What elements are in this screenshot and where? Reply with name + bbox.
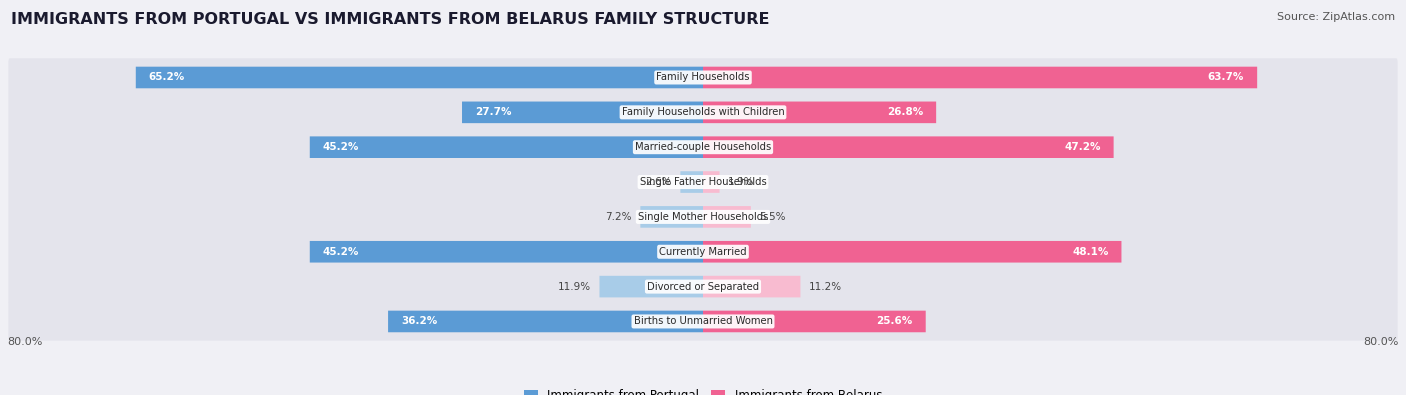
Text: Single Father Households: Single Father Households	[640, 177, 766, 187]
Text: Married-couple Households: Married-couple Households	[636, 142, 770, 152]
FancyBboxPatch shape	[8, 163, 1398, 201]
Text: 26.8%: 26.8%	[887, 107, 924, 117]
FancyBboxPatch shape	[463, 102, 703, 123]
Text: Currently Married: Currently Married	[659, 247, 747, 257]
Text: Births to Unmarried Women: Births to Unmarried Women	[634, 316, 772, 326]
Text: 45.2%: 45.2%	[323, 142, 359, 152]
Text: 2.6%: 2.6%	[645, 177, 672, 187]
Text: IMMIGRANTS FROM PORTUGAL VS IMMIGRANTS FROM BELARUS FAMILY STRUCTURE: IMMIGRANTS FROM PORTUGAL VS IMMIGRANTS F…	[11, 12, 769, 27]
FancyBboxPatch shape	[703, 310, 925, 332]
Text: Family Households: Family Households	[657, 73, 749, 83]
Text: 36.2%: 36.2%	[401, 316, 437, 326]
FancyBboxPatch shape	[309, 136, 703, 158]
FancyBboxPatch shape	[8, 233, 1398, 271]
Text: 11.2%: 11.2%	[808, 282, 842, 292]
FancyBboxPatch shape	[703, 171, 720, 193]
Text: Single Mother Households: Single Mother Households	[638, 212, 768, 222]
FancyBboxPatch shape	[8, 267, 1398, 306]
FancyBboxPatch shape	[136, 67, 703, 88]
FancyBboxPatch shape	[703, 136, 1114, 158]
Text: 27.7%: 27.7%	[475, 107, 512, 117]
FancyBboxPatch shape	[8, 198, 1398, 236]
Text: 11.9%: 11.9%	[558, 282, 591, 292]
Text: 47.2%: 47.2%	[1064, 142, 1101, 152]
FancyBboxPatch shape	[8, 93, 1398, 132]
FancyBboxPatch shape	[703, 241, 1122, 263]
Text: 48.1%: 48.1%	[1071, 247, 1108, 257]
FancyBboxPatch shape	[703, 276, 800, 297]
Text: Source: ZipAtlas.com: Source: ZipAtlas.com	[1277, 12, 1395, 22]
Text: Family Households with Children: Family Households with Children	[621, 107, 785, 117]
Text: 7.2%: 7.2%	[605, 212, 631, 222]
Text: 80.0%: 80.0%	[7, 337, 42, 346]
Legend: Immigrants from Portugal, Immigrants from Belarus: Immigrants from Portugal, Immigrants fro…	[519, 384, 887, 395]
FancyBboxPatch shape	[681, 171, 703, 193]
FancyBboxPatch shape	[388, 310, 703, 332]
FancyBboxPatch shape	[599, 276, 703, 297]
FancyBboxPatch shape	[309, 241, 703, 263]
FancyBboxPatch shape	[703, 102, 936, 123]
Text: 63.7%: 63.7%	[1208, 73, 1244, 83]
Text: 65.2%: 65.2%	[149, 73, 186, 83]
Text: 25.6%: 25.6%	[876, 316, 912, 326]
Text: 45.2%: 45.2%	[323, 247, 359, 257]
FancyBboxPatch shape	[8, 128, 1398, 166]
FancyBboxPatch shape	[703, 67, 1257, 88]
FancyBboxPatch shape	[640, 206, 703, 228]
FancyBboxPatch shape	[8, 302, 1398, 340]
Text: Divorced or Separated: Divorced or Separated	[647, 282, 759, 292]
FancyBboxPatch shape	[8, 58, 1398, 97]
FancyBboxPatch shape	[703, 206, 751, 228]
Text: 1.9%: 1.9%	[728, 177, 755, 187]
Text: 5.5%: 5.5%	[759, 212, 786, 222]
Text: 80.0%: 80.0%	[1364, 337, 1399, 346]
